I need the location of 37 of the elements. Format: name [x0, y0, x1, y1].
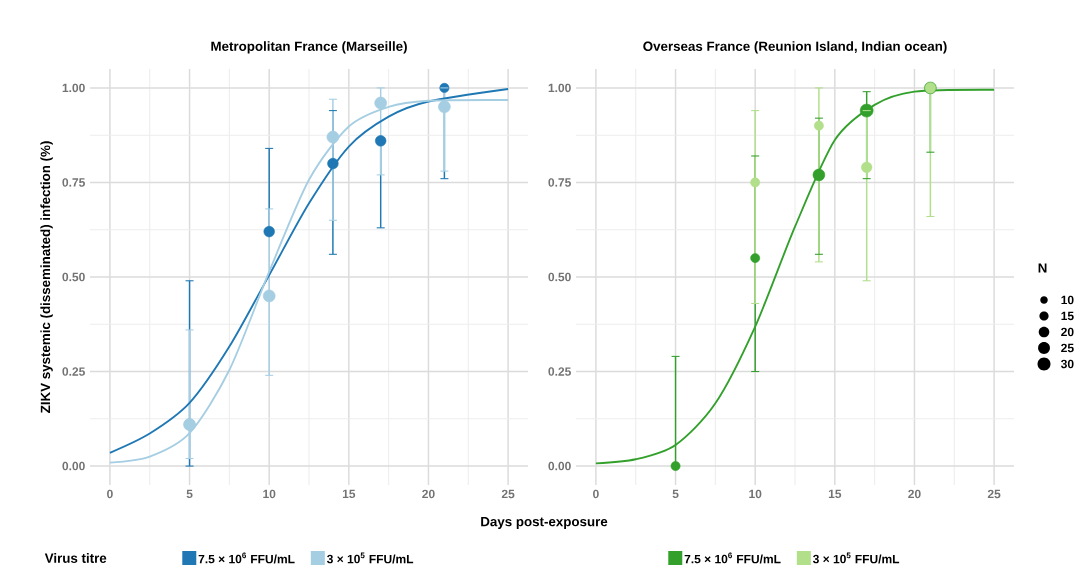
x-tick-label: 10 — [263, 489, 276, 499]
y-tick-label: 0.00 — [548, 461, 571, 471]
y-tick-label: 0.50 — [62, 272, 85, 282]
y-tick-label: 0.25 — [548, 367, 571, 376]
legend-label: 30 — [1060, 359, 1074, 369]
x-axis-title: Days post-exposure — [481, 517, 608, 529]
y-tick-label: 0.00 — [62, 461, 85, 471]
y-tick-label: 0.75 — [62, 178, 85, 187]
legend-label: 25 — [1061, 343, 1074, 353]
x-tick-label: 5 — [186, 489, 193, 499]
x-tick-label: 20 — [908, 489, 921, 499]
x-tick-label: 0 — [107, 489, 113, 499]
x-tick-label: 15 — [828, 489, 842, 499]
x-tick-label: 20 — [422, 489, 435, 499]
x-tick-label: 5 — [672, 489, 679, 499]
y-tick-label: 1.00 — [62, 83, 85, 93]
legend-label: 10 — [1061, 295, 1074, 305]
y-tick-label: 1.00 — [548, 83, 571, 93]
legend-label: 3 × 10$^{5}$ FFU/mL — [812, 552, 900, 564]
y-tick-label: 0.50 — [548, 272, 571, 282]
legend-label: 7.5 × 10$^{6}$ FFU/mL — [684, 552, 781, 564]
y-tick-label: 0.25 — [62, 367, 85, 376]
chart-title: Metropolitan France (Marseille) — [211, 41, 407, 54]
chart-title: Overseas France (Reunion Island, Indian ocean) — [643, 41, 947, 54]
x-tick-label: 25 — [987, 489, 1001, 499]
legend-label: 15 — [1061, 311, 1074, 321]
legend-label: 3 × 10$^{5}$ FFU/mL — [326, 552, 414, 564]
x-tick-label: 15 — [342, 489, 356, 499]
legend-title: Virus titre — [44, 553, 107, 563]
x-tick-label: 10 — [749, 489, 762, 499]
legend-title: N — [1038, 263, 1047, 273]
x-tick-label: 25 — [501, 489, 515, 499]
x-tick-label: 0 — [593, 489, 599, 499]
legend-label: 7.5 × 10$^{6}$ FFU/mL — [198, 552, 295, 564]
legend-label: 20 — [1061, 327, 1074, 337]
y-tick-label: 0.75 — [548, 178, 571, 187]
y-axis-title: ZIKV systemic (disseminated) infection (%) — [40, 141, 53, 413]
